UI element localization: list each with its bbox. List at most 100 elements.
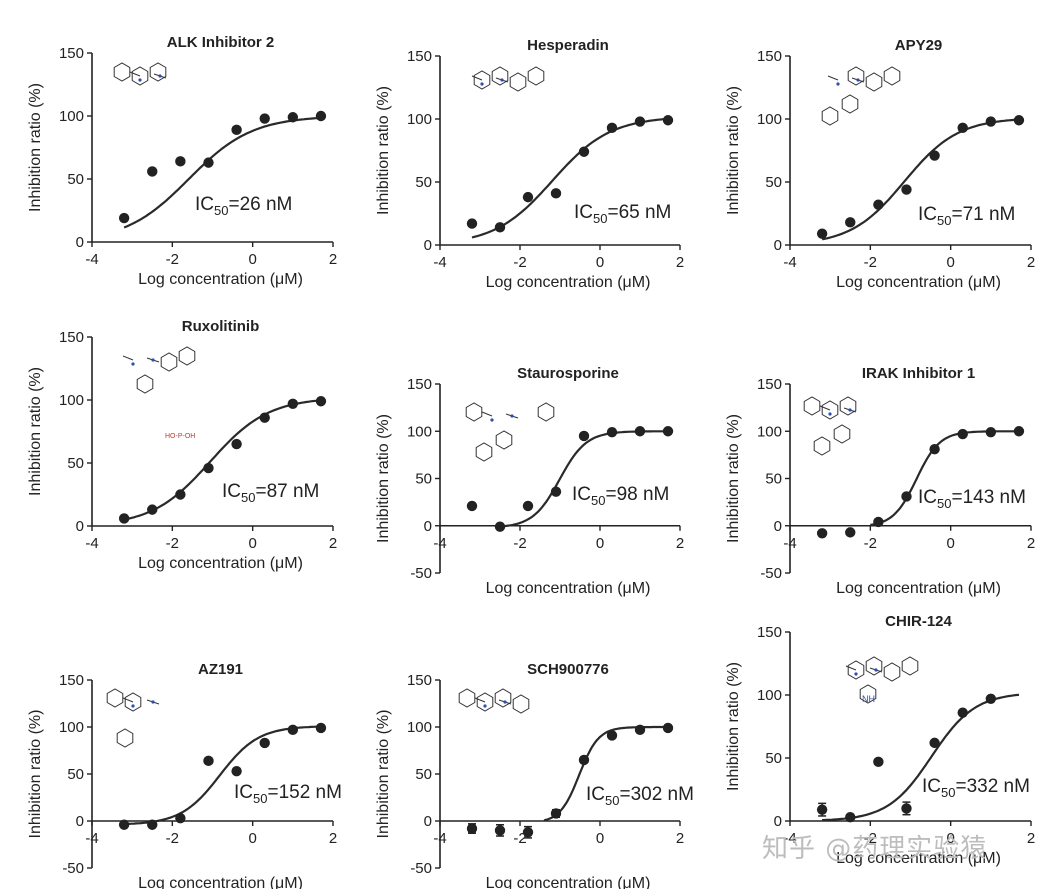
chart-panel-3: APY29 0 50 100 150 -4 -2 0 2 Log concentration (μ…	[725, 37, 1035, 291]
x-tick-label: -2	[513, 535, 526, 552]
data-point	[957, 122, 968, 134]
ic50-prefix: IC	[918, 204, 937, 225]
chem-structure-icon	[821, 66, 901, 126]
ic50-label: IC50=302 nM	[586, 784, 694, 808]
ic50-value: =71 nM	[951, 204, 1015, 225]
chart-title: AZ191	[198, 661, 243, 678]
chart-title: ALK Inhibitor 2	[167, 34, 275, 51]
x-tick-label: -4	[783, 535, 796, 552]
data-point	[315, 722, 327, 734]
x-axis-label: Log concentration (μM)	[486, 274, 651, 291]
ic50-value: =87 nM	[255, 481, 319, 502]
y-axis-label: Inhibition ratio (%)	[725, 414, 742, 543]
data-point	[287, 724, 299, 736]
x-axis-label: Log concentration (μM)	[836, 274, 1001, 291]
data-point	[466, 823, 478, 834]
data-point	[578, 430, 590, 442]
y-tick-label: -50	[410, 860, 432, 877]
x-tick-label: -4	[433, 535, 446, 552]
data-point	[259, 737, 270, 749]
data-point	[816, 804, 828, 815]
y-tick-label: 150	[757, 624, 782, 641]
data-point	[662, 426, 674, 437]
chem-structure-icon	[803, 396, 857, 456]
x-tick-label: 2	[329, 830, 337, 847]
ic50-prefix: IC	[572, 484, 591, 505]
data-point	[550, 188, 562, 199]
data-point	[929, 150, 940, 161]
data-point	[634, 426, 646, 437]
x-tick-label: -2	[166, 535, 179, 552]
data-point	[845, 812, 856, 823]
x-tick-label: 2	[676, 830, 684, 847]
data-point	[315, 110, 327, 122]
x-axis-label: Log concentration (μM)	[836, 850, 1001, 867]
data-point	[550, 808, 562, 819]
data-point	[203, 157, 214, 168]
data-point	[494, 521, 506, 532]
ic50-prefix: IC	[922, 776, 941, 797]
ic50-value: =26 nM	[228, 194, 292, 215]
x-tick-label: -4	[783, 830, 796, 847]
y-tick-label: 100	[59, 719, 84, 736]
data-point	[662, 722, 674, 734]
chem-structure-icon	[106, 688, 160, 748]
chart-panel-6: IRAK Inhibitor 1 -50 0 50 100 150 -4 -2 0 2 Log co…	[725, 365, 1035, 597]
data-point	[175, 489, 186, 500]
data-point	[985, 693, 997, 704]
y-tick-label: 150	[407, 376, 432, 393]
x-tick-label: 0	[248, 535, 256, 552]
ic50-label: IC50=98 nM	[572, 484, 669, 508]
y-tick-label: -50	[760, 565, 782, 582]
ic50-subscript: 50	[941, 785, 955, 800]
data-point	[175, 156, 186, 167]
data-point	[175, 812, 186, 824]
data-point	[522, 191, 534, 203]
y-tick-label: 100	[59, 108, 84, 125]
data-point	[287, 398, 299, 409]
data-point	[118, 212, 130, 224]
data-point	[315, 396, 327, 407]
y-axis-label: Inhibition ratio (%)	[725, 86, 742, 215]
data-point	[494, 825, 506, 836]
ic50-value: =302 nM	[619, 784, 693, 805]
y-axis-label: Inhibition ratio (%)	[27, 710, 44, 839]
x-axis-label: Log concentration (μM)	[138, 271, 303, 288]
y-tick-label: 100	[407, 719, 432, 736]
chart-title: CHIR-124	[885, 613, 952, 630]
y-tick-label: 100	[757, 111, 782, 128]
x-axis-label: Log concentration (μM)	[836, 580, 1001, 597]
y-tick-label: 50	[765, 750, 782, 767]
data-point	[203, 755, 214, 767]
y-axis-label: Inhibition ratio (%)	[27, 83, 44, 212]
ic50-prefix: IC	[574, 202, 593, 223]
y-tick-label: -50	[62, 860, 84, 877]
x-tick-label: 2	[329, 535, 337, 552]
data-point	[118, 819, 130, 830]
y-tick-label: 0	[424, 237, 432, 254]
y-axis-label: Inhibition ratio (%)	[725, 662, 742, 791]
chem-structure-icon	[845, 656, 919, 704]
x-axis-label: Log concentration (μM)	[486, 580, 651, 597]
data-point	[147, 504, 158, 515]
data-point	[231, 438, 242, 450]
x-axis-label: Log concentration (μM)	[486, 875, 651, 889]
ic50-value: =152 nM	[267, 782, 341, 803]
ic50-subscript: 50	[241, 490, 255, 505]
y-tick-label: 0	[76, 813, 84, 830]
y-tick-label: 0	[774, 813, 782, 830]
data-point	[929, 444, 940, 455]
y-axis-label: Inhibition ratio (%)	[27, 367, 44, 496]
data-point	[1013, 115, 1025, 126]
phosphate-label: HO-P-OH	[165, 433, 195, 440]
ic50-subscript: 50	[605, 793, 619, 808]
x-tick-label: 0	[596, 830, 604, 847]
chart-title: Ruxolitinib	[182, 318, 260, 335]
y-tick-label: 50	[415, 174, 432, 191]
x-tick-label: -2	[864, 830, 877, 847]
chart-title: Hesperadin	[527, 37, 609, 54]
y-tick-label: 0	[424, 813, 432, 830]
data-point	[147, 166, 158, 177]
ic50-subscript: 50	[593, 211, 607, 226]
x-axis-label: Log concentration (μM)	[138, 875, 303, 889]
